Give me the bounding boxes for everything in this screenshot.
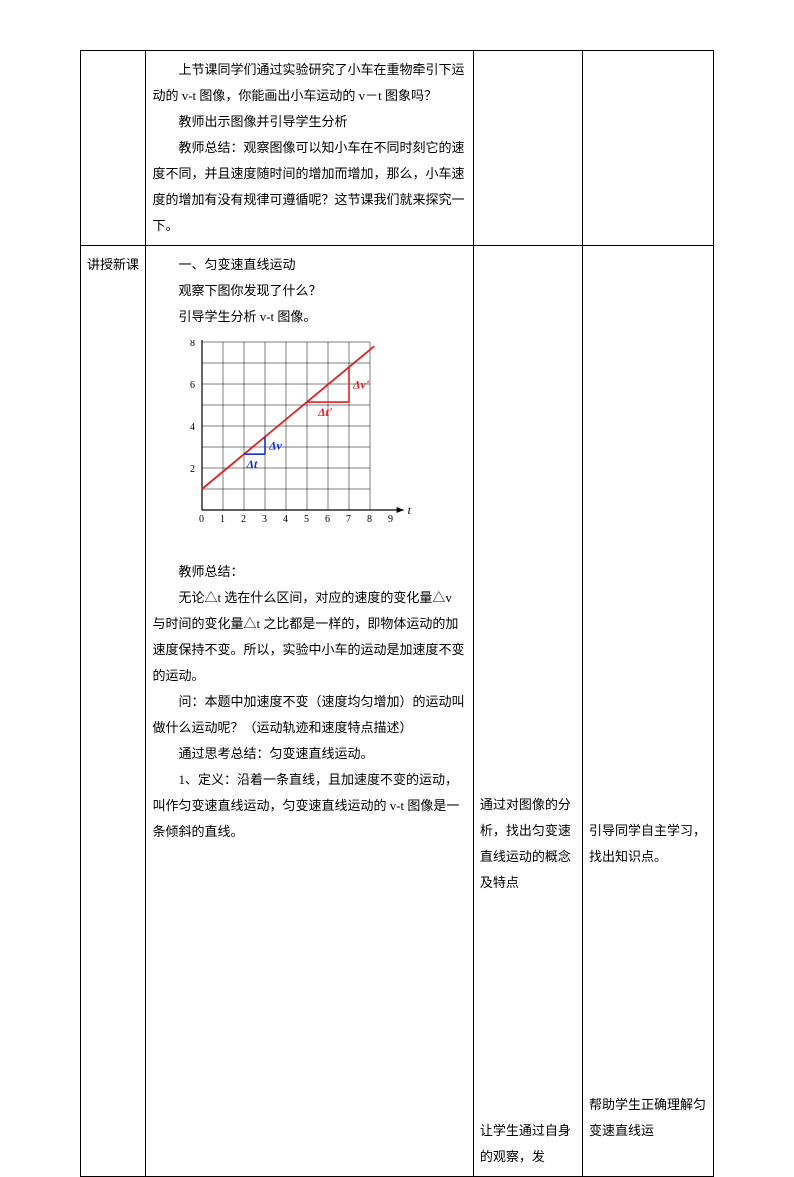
paragraph: 问：本题中加速度不变（速度均匀增加）的运动叫做什么运动呢？（运动轨迹和速度特点描… <box>152 689 466 741</box>
paragraph: 上节课同学们通过实验研究了小车在重物牵引下运动的 v-t 图像，你能画出小车运动… <box>152 57 466 109</box>
paragraph: 观察下图你发现了什么？ <box>152 278 466 304</box>
svg-text:5: 5 <box>304 514 309 525</box>
paragraph: 引导学生分析 v-t 图像。 <box>152 304 466 330</box>
vt-chart-svg: 01234567892468vtΔtΔvΔtʹΔvʹ <box>168 340 428 540</box>
svg-text:t: t <box>408 503 412 517</box>
paragraph: 教师出示图像并引导学生分析 <box>152 109 466 135</box>
svg-text:8: 8 <box>190 340 195 349</box>
paragraph: 无论△t 选在什么区间，对应的速度的变化量△v 与时间的变化量△t 之比都是一样… <box>152 585 466 689</box>
svg-text:2: 2 <box>190 464 195 475</box>
svg-text:0: 0 <box>199 514 204 525</box>
paragraph: 教师总结：观察图像可以知小车在不同时刻它的速度不同，并且速度随时间的增加而增加，… <box>152 135 466 239</box>
svg-text:4: 4 <box>283 514 288 525</box>
paragraph: 通过思考总结：匀变速直线运动。 <box>152 741 466 767</box>
cell-r1-c4 <box>583 51 714 246</box>
svg-text:Δv: Δv <box>268 438 283 452</box>
svg-text:6: 6 <box>325 514 330 525</box>
paragraph: 教师总结： <box>152 559 466 585</box>
table-row: 上节课同学们通过实验研究了小车在重物牵引下运动的 v-t 图像，你能画出小车运动… <box>81 51 714 246</box>
svg-text:Δtʹ: Δtʹ <box>317 405 333 419</box>
svg-text:Δt: Δt <box>246 457 259 471</box>
note-a: 引导同学自主学习，找出知识点。 <box>589 818 707 870</box>
cell-r2-c2: 一、匀变速直线运动 观察下图你发现了什么？ 引导学生分析 v-t 图像。 0 1 2… <box>146 246 473 1177</box>
note-b: 帮助学生正确理解匀变速直线运 <box>589 1092 707 1144</box>
cell-r2-c1: 讲授新课 <box>81 246 146 1177</box>
svg-text:4: 4 <box>190 422 195 433</box>
svg-text:Δvʹ: Δvʹ <box>352 378 370 392</box>
svg-text:1: 1 <box>220 514 225 525</box>
cell-r1-c1 <box>81 51 146 246</box>
svg-text:3: 3 <box>262 514 267 525</box>
svg-text:9: 9 <box>388 514 393 525</box>
lesson-table: 上节课同学们通过实验研究了小车在重物牵引下运动的 v-t 图像，你能画出小车运动… <box>80 50 714 1177</box>
note-a: 通过对图像的分析，找出匀变速直线运动的概念及特点 <box>480 792 576 896</box>
note-b: 让学生通过自身的观察，发 <box>480 1118 576 1170</box>
svg-text:8: 8 <box>367 514 372 525</box>
svg-text:2: 2 <box>241 514 246 525</box>
svg-text:6: 6 <box>190 380 195 391</box>
cell-r2-c4: 引导同学自主学习，找出知识点。 帮助学生正确理解匀变速直线运 <box>583 246 714 1177</box>
cell-r2-c3: 通过对图像的分析，找出匀变速直线运动的概念及特点 让学生通过自身的观察，发 <box>473 246 582 1177</box>
paragraph: 1、定义：沿着一条直线，且加速度不变的运动，叫作匀变速直线运动，匀变速直线运动的… <box>152 767 466 845</box>
paragraph: 一、匀变速直线运动 <box>152 252 466 278</box>
svg-text:7: 7 <box>346 514 351 525</box>
cell-r1-c3 <box>473 51 582 246</box>
section-label: 讲授新课 <box>87 257 139 272</box>
vt-chart: 01234567892468vtΔtΔvΔtʹΔvʹ <box>168 340 466 549</box>
table-row: 讲授新课 一、匀变速直线运动 观察下图你发现了什么？ 引导学生分析 v-t 图像… <box>81 246 714 1177</box>
cell-r1-c2: 上节课同学们通过实验研究了小车在重物牵引下运动的 v-t 图像，你能画出小车运动… <box>146 51 473 246</box>
page: 上节课同学们通过实验研究了小车在重物牵引下运动的 v-t 图像，你能画出小车运动… <box>0 0 794 1123</box>
